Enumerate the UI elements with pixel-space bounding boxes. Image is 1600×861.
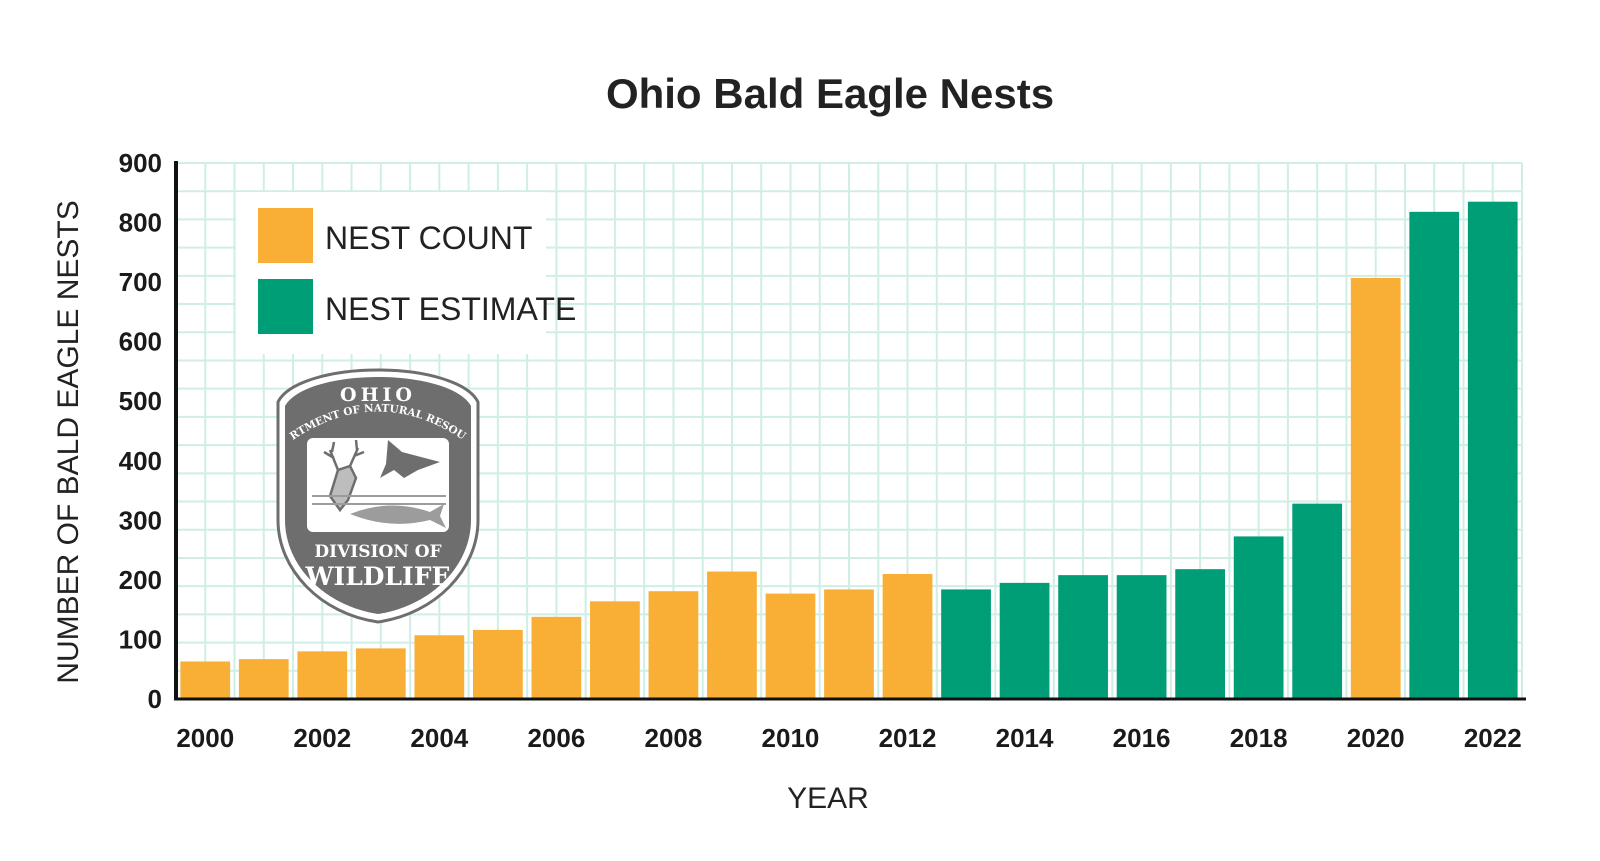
y-tick-label: 600 <box>119 327 162 357</box>
bar-nest-estimate-2013 <box>941 589 991 699</box>
y-axis-title: NUMBER OF BALD EAGLE NESTS <box>52 200 85 683</box>
x-tick-label: 2002 <box>293 723 351 753</box>
x-axis-title: YEAR <box>787 782 869 815</box>
y-tick-label: 700 <box>119 267 162 297</box>
x-tick-label: 2016 <box>1113 723 1171 753</box>
x-tick-label: 2014 <box>996 723 1054 753</box>
x-tick-label: 2000 <box>176 723 234 753</box>
bar-nest-estimate-2014 <box>999 582 1050 699</box>
bar-nest-estimate-2021 <box>1409 211 1460 699</box>
deer-icon <box>323 439 365 513</box>
bar-nest-count-2008 <box>648 591 699 699</box>
bar-nest-estimate-2019 <box>1292 503 1343 699</box>
chart-title: Ohio Bald Eagle Nests <box>606 70 1054 117</box>
x-tick-label: 2010 <box>762 723 820 753</box>
fish-icon <box>350 504 446 528</box>
y-tick-label: 500 <box>119 386 162 416</box>
bar-nest-estimate-2016 <box>1116 575 1167 699</box>
legend-swatch-nest-count <box>258 208 313 263</box>
y-tick-label: 300 <box>119 505 162 535</box>
legend-label-nest-count: NEST COUNT <box>325 220 532 256</box>
bar-nest-count-2007 <box>590 601 640 699</box>
x-tick-label: 2004 <box>410 723 468 753</box>
legend-label-nest-estimate: NEST ESTIMATE <box>325 291 576 327</box>
axes <box>174 161 1526 701</box>
eagle-icon <box>380 440 440 478</box>
legend-swatch-nest-estimate <box>258 279 313 334</box>
bar-nest-count-2003 <box>355 648 406 699</box>
bar-nest-count-2002 <box>297 651 348 699</box>
y-tick-label: 0 <box>148 684 162 714</box>
x-tick-labels: 2000 2002 2004 2006 2008 2010 2012 2014 2016 2018… <box>176 723 1521 753</box>
logo-wildlife-text: WILDLIFE <box>304 562 450 591</box>
x-tick-label: 2018 <box>1230 723 1288 753</box>
bar-nest-count-2000 <box>180 661 231 699</box>
x-tick-label: 2020 <box>1347 723 1405 753</box>
bar-nest-count-2012 <box>882 573 933 699</box>
bar-nest-estimate-2015 <box>1058 575 1108 699</box>
bar-nest-count-2005 <box>472 629 523 699</box>
x-tick-label: 2006 <box>527 723 585 753</box>
bar-nest-estimate-2022 <box>1467 201 1518 699</box>
x-tick-label: 2008 <box>645 723 703 753</box>
bar-nest-count-2006 <box>531 616 582 699</box>
logo-water-lines <box>312 495 446 505</box>
bar-nest-count-2010 <box>765 593 816 699</box>
bar-nest-count-2020 <box>1350 277 1401 699</box>
logo-division-text: DIVISION OF <box>314 542 441 562</box>
y-tick-label: 900 <box>119 148 162 178</box>
legend: NEST COUNT NEST ESTIMATE <box>236 192 576 354</box>
bar-nest-count-2009 <box>707 571 757 699</box>
y-tick-label: 400 <box>119 446 162 476</box>
bar-nest-estimate-2017 <box>1175 569 1226 699</box>
x-tick-label: 2022 <box>1464 723 1522 753</box>
y-tick-label: 800 <box>119 208 162 238</box>
bar-nest-estimate-2018 <box>1233 536 1284 699</box>
bar-nest-count-2011 <box>824 589 874 699</box>
y-tick-labels: 0 100 200 300 400 500 600 700 800 900 <box>119 148 162 714</box>
y-tick-label: 100 <box>119 624 162 654</box>
y-tick-label: 200 <box>119 565 162 595</box>
logo-ohio-text: OHIO <box>340 384 416 406</box>
bar-nest-count-2001 <box>238 659 289 699</box>
bar-nest-count-2004 <box>414 635 465 699</box>
x-tick-label: 2012 <box>879 723 937 753</box>
bars <box>180 201 1518 699</box>
